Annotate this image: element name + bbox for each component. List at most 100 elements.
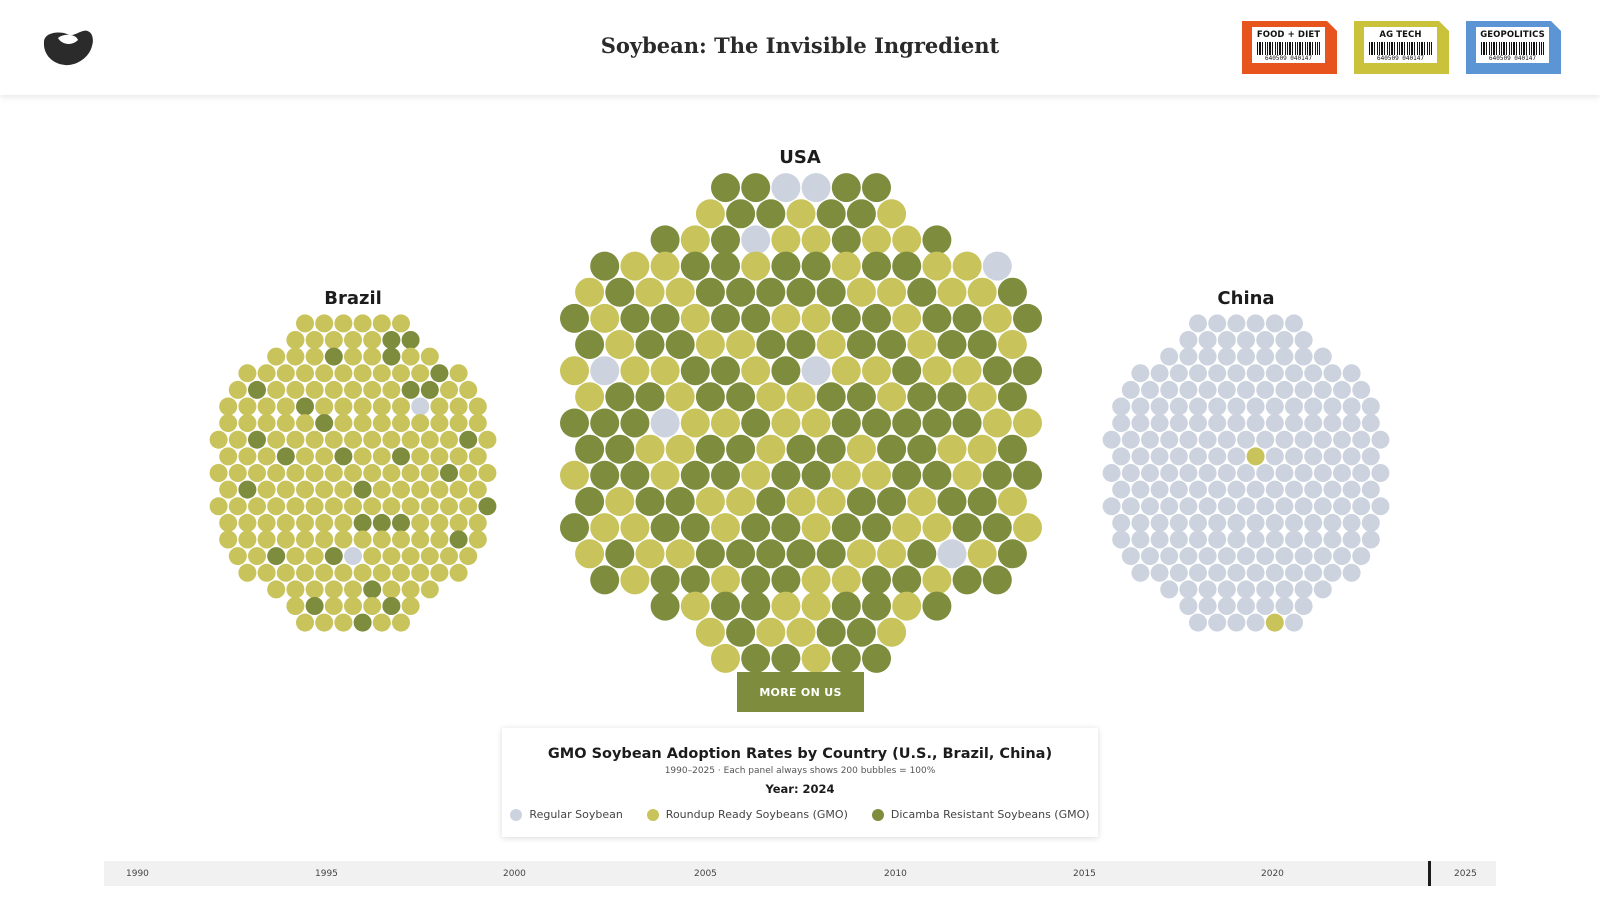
barcode-number: 640509 040147 (1377, 55, 1424, 62)
soybean-bubble (982, 513, 1012, 543)
soybean-bubble (1208, 613, 1227, 632)
soybean-bubble (695, 277, 725, 307)
soybean-bubble (468, 513, 487, 532)
soybean-bubble (786, 434, 816, 464)
tag-ag-tech[interactable]: AG TECH 640509 040147 (1354, 21, 1449, 74)
soybean-bubble (711, 643, 740, 673)
timeline-tick: 1995 (315, 869, 338, 879)
soybean-bubble (228, 430, 247, 449)
soybean-bubble (801, 173, 831, 203)
soybean-bubble (1208, 480, 1227, 499)
soybean-bubble (1189, 613, 1207, 632)
soybean-bubble (1198, 464, 1217, 482)
legend-item-label: Roundup Ready Soybeans (GMO) (665, 808, 848, 821)
soybean-bubble (1160, 580, 1179, 599)
soybean-bubble (1323, 364, 1342, 383)
tag-food-diet[interactable]: FOOD + DIET 640509 040147 (1242, 21, 1337, 74)
soybean-bubble (1150, 480, 1169, 499)
soybean-bubble (459, 547, 478, 566)
tag-geopolitics[interactable]: GEOPOLITICS 640509 040147 (1466, 21, 1561, 74)
soybean-bubble (1208, 414, 1227, 433)
soybean-bubble (1342, 414, 1361, 433)
site-title[interactable]: Soybean: The Invisible Ingredient (600, 33, 1000, 58)
soybean-bubble (997, 277, 1027, 307)
soybean-bubble (1227, 530, 1246, 549)
soybean-bubble (411, 530, 430, 549)
soybean-bubble (1275, 547, 1294, 566)
soybean-bubble (590, 460, 620, 490)
soybean-bubble (786, 617, 816, 647)
timeline-tick: 2015 (1073, 869, 1096, 879)
soybean-bubble (1237, 430, 1255, 449)
soybean-logo-icon[interactable] (40, 28, 94, 66)
soybean-bubble (1141, 430, 1159, 449)
soybean-bubble (1131, 530, 1150, 549)
soybean-bubble (1131, 563, 1150, 582)
soybean-bubble (892, 460, 922, 490)
soybean-bubble (695, 487, 725, 516)
soybean-bubble (1198, 380, 1217, 399)
soybean-bubble (907, 434, 937, 464)
soybean-bubble (952, 356, 982, 386)
soybean-bubble (862, 591, 891, 621)
soybean-bubble (590, 251, 620, 281)
soybean-bubble (430, 397, 449, 416)
soybean-bubble (907, 330, 937, 359)
soybean-bubble (372, 414, 391, 433)
more-on-us-button[interactable]: MORE ON US (737, 672, 864, 712)
soybean-bubble (831, 643, 861, 673)
soybean-bubble (771, 173, 801, 203)
soybean-bubble (353, 563, 372, 582)
soybean-bubble (801, 513, 831, 543)
soybean-bubble (1275, 580, 1294, 599)
soybean-bubble (219, 414, 238, 433)
soybean-bubble (831, 356, 861, 386)
soybean-bubble (1198, 331, 1217, 349)
soybean-bubble (1189, 530, 1207, 549)
soybean-bubble (401, 497, 420, 516)
soybean-bubble (1121, 380, 1140, 399)
soybean-bubble (1112, 480, 1131, 499)
soybean-bubble (997, 539, 1027, 569)
soybean-bubble (846, 330, 876, 359)
soybean-bubble (635, 487, 665, 516)
soybean-bubble (276, 447, 295, 466)
soybean-bubble (982, 356, 1012, 386)
soybean-bubble (1342, 364, 1361, 383)
country-label-brazil: Brazil (324, 288, 382, 309)
soybean-bubble (650, 565, 680, 595)
soybean-bubble (1208, 563, 1227, 582)
soybean-bubble (344, 430, 362, 449)
soybean-bubble (711, 513, 740, 543)
soybean-bubble (228, 380, 247, 399)
soybean-bubble (1141, 497, 1159, 516)
country-label-usa: USA (779, 147, 821, 168)
tag-label: GEOPOLITICS (1480, 30, 1545, 40)
soybean-bubble (575, 487, 605, 516)
soybean-bubble (816, 617, 846, 647)
soybean-bubble (620, 460, 650, 490)
soybean-bubble (590, 408, 620, 438)
timeline-handle[interactable] (1428, 861, 1431, 886)
soybean-bubble (741, 643, 771, 673)
soybean-bubble (650, 408, 680, 438)
soybean-bubble (276, 563, 295, 582)
soybean-bubble (1198, 597, 1217, 615)
tag-card: FOOD + DIET 640509 040147 (1252, 27, 1325, 63)
soybean-bubble (334, 414, 353, 433)
soybean-bubble (741, 356, 771, 386)
timeline-tick: 2005 (694, 869, 717, 879)
soybean-bubble (228, 497, 247, 516)
soybean-bubble (267, 580, 286, 599)
soybean-bubble (238, 513, 257, 532)
soybean-bubble (1189, 513, 1207, 532)
year-timeline-slider[interactable]: 1990 1995 2000 2005 2010 2015 2020 2025 (104, 861, 1496, 886)
legend-items: Regular Soybean Roundup Ready Soybeans (… (502, 808, 1098, 821)
soybean-bubble (392, 314, 410, 333)
soybean-bubble (334, 480, 353, 499)
soybean-bubble (831, 565, 861, 595)
soybean-bubble (440, 430, 458, 449)
soybean-bubble (219, 480, 238, 499)
soybean-bubble (846, 539, 876, 569)
soybean-bubble (1189, 414, 1207, 433)
